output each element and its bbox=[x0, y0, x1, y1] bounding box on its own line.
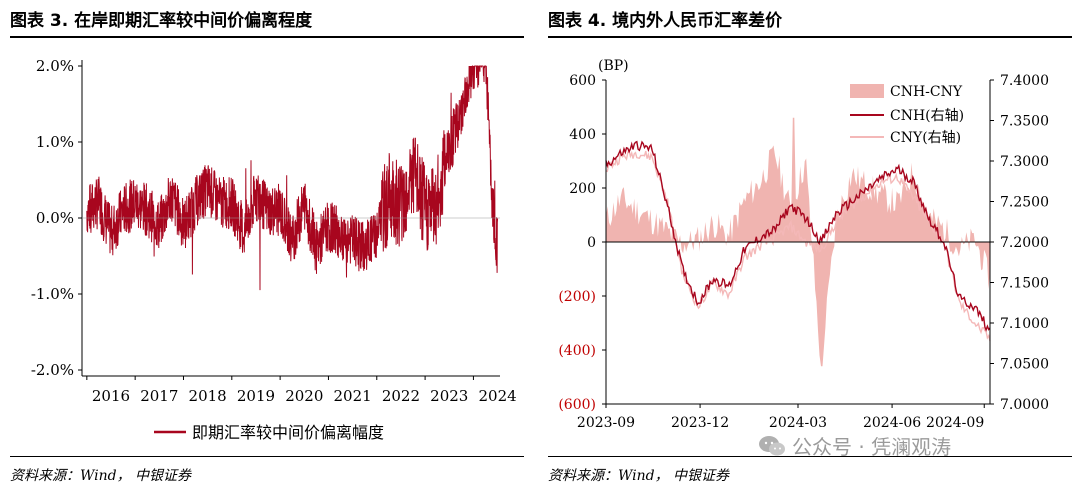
left-y-tick-label: -2.0% bbox=[31, 361, 74, 379]
right-left-tick-label: 400 bbox=[569, 127, 596, 143]
wechat-icon bbox=[759, 435, 785, 455]
left-x-tick-label: 2016 bbox=[92, 387, 130, 405]
right-right-tick-label: 7.2000 bbox=[1000, 235, 1049, 251]
left-legend-label: 即期汇率较中间价偏离幅度 bbox=[192, 423, 384, 442]
right-left-tick-label: (200) bbox=[558, 289, 596, 305]
left-y-tick-label: -1.0% bbox=[31, 285, 74, 303]
left-x-tick-label: 2020 bbox=[285, 387, 323, 405]
right-bottom-rule bbox=[548, 456, 1072, 457]
right-line-cny bbox=[605, 149, 991, 342]
right-source: 资料来源：Wind， 中银证券 bbox=[548, 468, 730, 484]
right-right-tick-label: 7.3000 bbox=[1000, 154, 1049, 170]
right-right-tick-label: 7.1500 bbox=[1000, 276, 1049, 292]
right-right-tick-label: 7.0500 bbox=[1000, 357, 1049, 373]
right-legend-label-cnh-cny: CNH-CNY bbox=[890, 84, 963, 100]
right-legend-label-cnh: CNH(右轴) bbox=[890, 108, 964, 124]
left-x-tick-label: 2024 bbox=[478, 387, 516, 405]
right-right-tick-label: 7.3500 bbox=[1000, 114, 1049, 130]
right-y-left-label: (BP) bbox=[598, 58, 629, 74]
right-title-rule bbox=[548, 36, 1072, 38]
left-series-line bbox=[86, 65, 499, 291]
right-chart: (BP)600 400 200 0 (200) (400) (600) 7.4000 7.350… bbox=[558, 58, 1049, 431]
left-chart-title: 图表 3. 在岸即期汇率较中间价偏离程度 bbox=[10, 11, 313, 31]
right-right-tick-label: 7.2500 bbox=[1000, 195, 1049, 211]
right-right-tick-label: 7.0000 bbox=[1000, 397, 1049, 413]
right-x-tick-label: 2024-09 bbox=[926, 415, 984, 431]
right-x-tick-label: 2023-09 bbox=[577, 415, 635, 431]
left-x-tick-label: 2022 bbox=[382, 387, 420, 405]
right-line-cnh bbox=[605, 140, 991, 332]
left-y-tick-label: 0.0% bbox=[36, 209, 74, 227]
left-title-rule bbox=[10, 36, 524, 38]
right-left-tick-label: 600 bbox=[569, 73, 596, 89]
right-left-tick-label: (400) bbox=[558, 343, 596, 359]
left-x-tick-label: 2018 bbox=[189, 387, 227, 405]
right-legend-label-cny: CNY(右轴) bbox=[890, 130, 961, 146]
left-x-tick-label: 2017 bbox=[140, 387, 178, 405]
right-left-tick-label: 0 bbox=[587, 235, 596, 251]
watermark: 公众号 · 凭澜观涛 bbox=[758, 431, 951, 460]
right-legend-swatch-cnh-cny bbox=[850, 84, 884, 98]
left-x-tick-label: 2019 bbox=[237, 387, 275, 405]
right-right-tick-label: 7.4000 bbox=[1000, 73, 1049, 89]
left-chart: 2.0% 1.0% 0.0% -1.0% -2.0% 2016 2017 2018 2019 2… bbox=[31, 57, 517, 442]
watermark-text: 公众号 · 凭澜观涛 bbox=[792, 435, 952, 459]
left-x-tick-label: 2021 bbox=[334, 387, 372, 405]
right-left-tick-label: 200 bbox=[569, 181, 596, 197]
left-y-tick-label: 1.0% bbox=[36, 133, 74, 151]
left-source: 资料来源：Wind， 中银证券 bbox=[10, 468, 192, 484]
right-left-tick-label: (600) bbox=[558, 397, 596, 413]
right-chart-title: 图表 4. 境内外人民币汇率差价 bbox=[548, 11, 783, 31]
left-bottom-rule bbox=[10, 456, 524, 457]
left-y-tick-label: 2.0% bbox=[36, 57, 74, 75]
right-right-tick-label: 7.1000 bbox=[1000, 316, 1049, 332]
right-x-tick-label: 2024-06 bbox=[863, 415, 921, 431]
left-x-tick-label: 2023 bbox=[430, 387, 468, 405]
right-x-tick-label: 2023-12 bbox=[671, 415, 729, 431]
right-x-tick-label: 2024-03 bbox=[769, 415, 827, 431]
